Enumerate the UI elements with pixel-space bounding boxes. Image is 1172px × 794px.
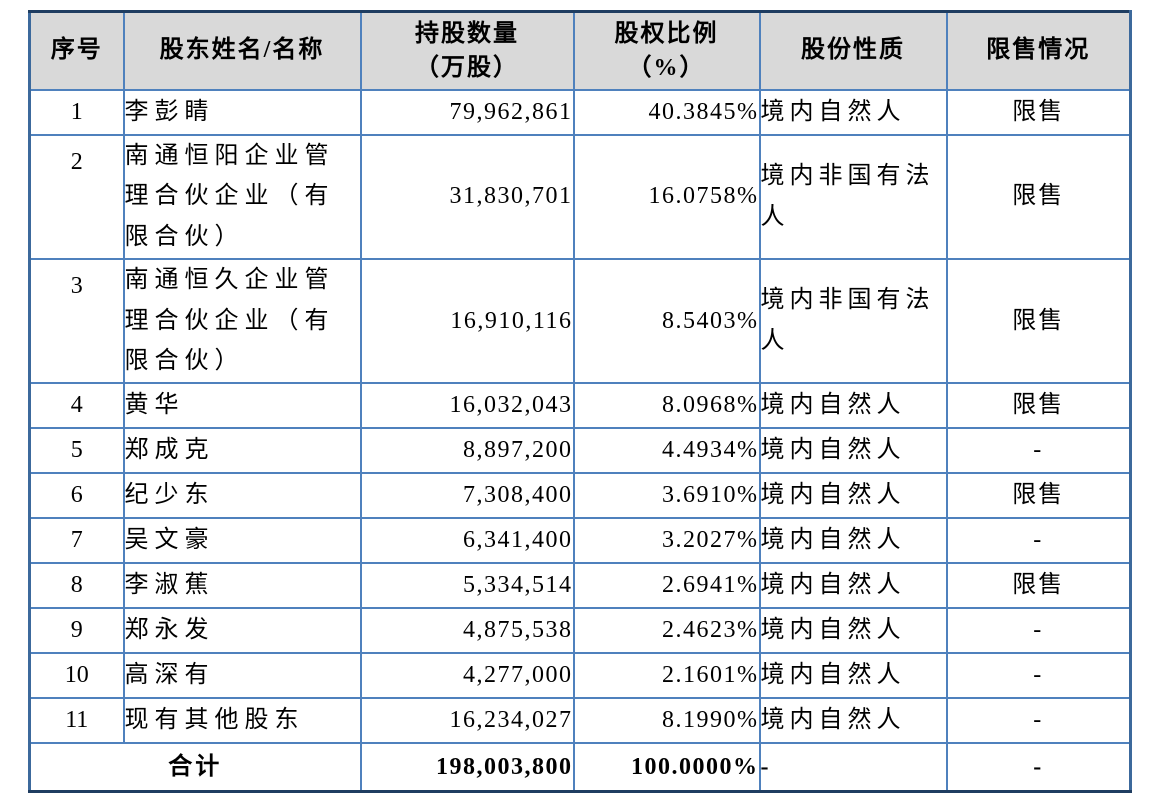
cell-shareholder-name: 吴文豪	[122, 517, 362, 565]
header-ratio-line2: （%）	[627, 54, 706, 81]
cell-restriction: -	[945, 652, 1132, 700]
cell-shareholder-name: 南通恒久企业管理合伙企业（有限合伙）	[122, 257, 362, 385]
cell-restriction: -	[945, 607, 1132, 655]
table-row: 1 李彭睛 79,962,861 40.3845% 境内自然人 限售	[28, 88, 1132, 136]
table-row: 3 南通恒久企业管理合伙企业（有限合伙） 16,910,116 8.5403% …	[28, 257, 1132, 385]
header-shares-line1: 持股数量	[415, 20, 519, 47]
cell-nature: 境内非国有法人	[758, 133, 948, 260]
cell-no: 5	[28, 427, 125, 475]
cell-nature: 境内自然人	[758, 697, 948, 745]
header-shares-line2: （万股）	[415, 54, 519, 81]
cell-ratio: 8.0968%	[572, 382, 761, 430]
table-row: 2 南通恒阳企业管理合伙企业（有限合伙） 31,830,701 16.0758%…	[28, 133, 1132, 260]
cell-no: 3	[28, 257, 125, 385]
cell-nature: 境内自然人	[758, 562, 948, 610]
table-row: 10 高深有 4,277,000 2.1601% 境内自然人 -	[28, 652, 1132, 700]
table-row: 11 现有其他股东 16,234,027 8.1990% 境内自然人 -	[28, 697, 1132, 745]
cell-no: 2	[28, 133, 125, 260]
cell-shares: 4,277,000	[359, 652, 575, 700]
total-row: 合计 198,003,800 100.0000% - -	[28, 742, 1132, 793]
header-ratio-line1: 股权比例	[614, 20, 719, 47]
cell-restriction: 限售	[945, 133, 1132, 260]
cell-no: 10	[28, 652, 125, 700]
cell-shares: 6,341,400	[359, 517, 575, 565]
table-row: 4 黄华 16,032,043 8.0968% 境内自然人 限售	[28, 382, 1132, 430]
cell-no: 7	[28, 517, 125, 565]
cell-no: 11	[28, 697, 125, 745]
cell-restriction: 限售	[945, 382, 1132, 430]
cell-shares: 16,032,043	[359, 382, 575, 430]
header-row: 序号 股东姓名/名称 持股数量 （万股） 股权比例 （%） 股份性质 限售情况	[28, 10, 1132, 91]
header-ratio: 股权比例 （%）	[572, 10, 761, 91]
cell-total-restriction: -	[945, 742, 1132, 793]
cell-nature: 境内非国有法人	[758, 257, 948, 385]
shareholder-table: 序号 股东姓名/名称 持股数量 （万股） 股权比例 （%） 股份性质 限售情况 …	[28, 10, 1132, 793]
cell-ratio: 2.1601%	[572, 652, 761, 700]
cell-ratio: 3.6910%	[572, 472, 761, 520]
cell-shareholder-name: 黄华	[122, 382, 362, 430]
cell-no: 6	[28, 472, 125, 520]
cell-ratio: 2.4623%	[572, 607, 761, 655]
cell-no: 9	[28, 607, 125, 655]
cell-nature: 境内自然人	[758, 88, 948, 136]
cell-shares: 16,910,116	[359, 257, 575, 385]
header-no: 序号	[28, 10, 125, 91]
table-row: 8 李淑蕉 5,334,514 2.6941% 境内自然人 限售	[28, 562, 1132, 610]
cell-restriction: 限售	[945, 472, 1132, 520]
cell-total-label: 合计	[28, 742, 362, 793]
cell-shares: 4,875,538	[359, 607, 575, 655]
cell-nature: 境内自然人	[758, 472, 948, 520]
cell-restriction: -	[945, 697, 1132, 745]
cell-nature: 境内自然人	[758, 607, 948, 655]
cell-ratio: 2.6941%	[572, 562, 761, 610]
cell-shareholder-name: 现有其他股东	[122, 697, 362, 745]
cell-no: 4	[28, 382, 125, 430]
cell-ratio: 3.2027%	[572, 517, 761, 565]
cell-nature: 境内自然人	[758, 382, 948, 430]
table-row: 5 郑成克 8,897,200 4.4934% 境内自然人 -	[28, 427, 1132, 475]
cell-restriction: 限售	[945, 88, 1132, 136]
cell-ratio: 40.3845%	[572, 88, 761, 136]
header-restriction: 限售情况	[945, 10, 1132, 91]
cell-total-shares: 198,003,800	[359, 742, 575, 793]
cell-shares: 5,334,514	[359, 562, 575, 610]
table-row: 7 吴文豪 6,341,400 3.2027% 境内自然人 -	[28, 517, 1132, 565]
cell-shareholder-name: 高深有	[122, 652, 362, 700]
cell-nature: 境内自然人	[758, 517, 948, 565]
cell-ratio: 8.5403%	[572, 257, 761, 385]
cell-shares: 79,962,861	[359, 88, 575, 136]
cell-shares: 16,234,027	[359, 697, 575, 745]
cell-no: 8	[28, 562, 125, 610]
cell-ratio: 16.0758%	[572, 133, 761, 260]
cell-total-ratio: 100.0000%	[572, 742, 761, 793]
cell-restriction: 限售	[945, 257, 1132, 385]
cell-restriction: -	[945, 517, 1132, 565]
cell-shares: 31,830,701	[359, 133, 575, 260]
cell-shareholder-name: 南通恒阳企业管理合伙企业（有限合伙）	[122, 133, 362, 260]
cell-total-nature: -	[758, 742, 948, 793]
cell-ratio: 4.4934%	[572, 427, 761, 475]
cell-shareholder-name: 郑成克	[122, 427, 362, 475]
header-shares: 持股数量 （万股）	[359, 10, 575, 91]
cell-shareholder-name: 郑永发	[122, 607, 362, 655]
cell-shareholder-name: 纪少东	[122, 472, 362, 520]
table-row: 9 郑永发 4,875,538 2.4623% 境内自然人 -	[28, 607, 1132, 655]
cell-nature: 境内自然人	[758, 427, 948, 475]
cell-restriction: -	[945, 427, 1132, 475]
cell-no: 1	[28, 88, 125, 136]
header-name: 股东姓名/名称	[122, 10, 362, 91]
cell-nature: 境内自然人	[758, 652, 948, 700]
cell-ratio: 8.1990%	[572, 697, 761, 745]
header-nature: 股份性质	[758, 10, 948, 91]
cell-shares: 8,897,200	[359, 427, 575, 475]
cell-restriction: 限售	[945, 562, 1132, 610]
cell-shareholder-name: 李淑蕉	[122, 562, 362, 610]
table-row: 6 纪少东 7,308,400 3.6910% 境内自然人 限售	[28, 472, 1132, 520]
cell-shares: 7,308,400	[359, 472, 575, 520]
cell-shareholder-name: 李彭睛	[122, 88, 362, 136]
